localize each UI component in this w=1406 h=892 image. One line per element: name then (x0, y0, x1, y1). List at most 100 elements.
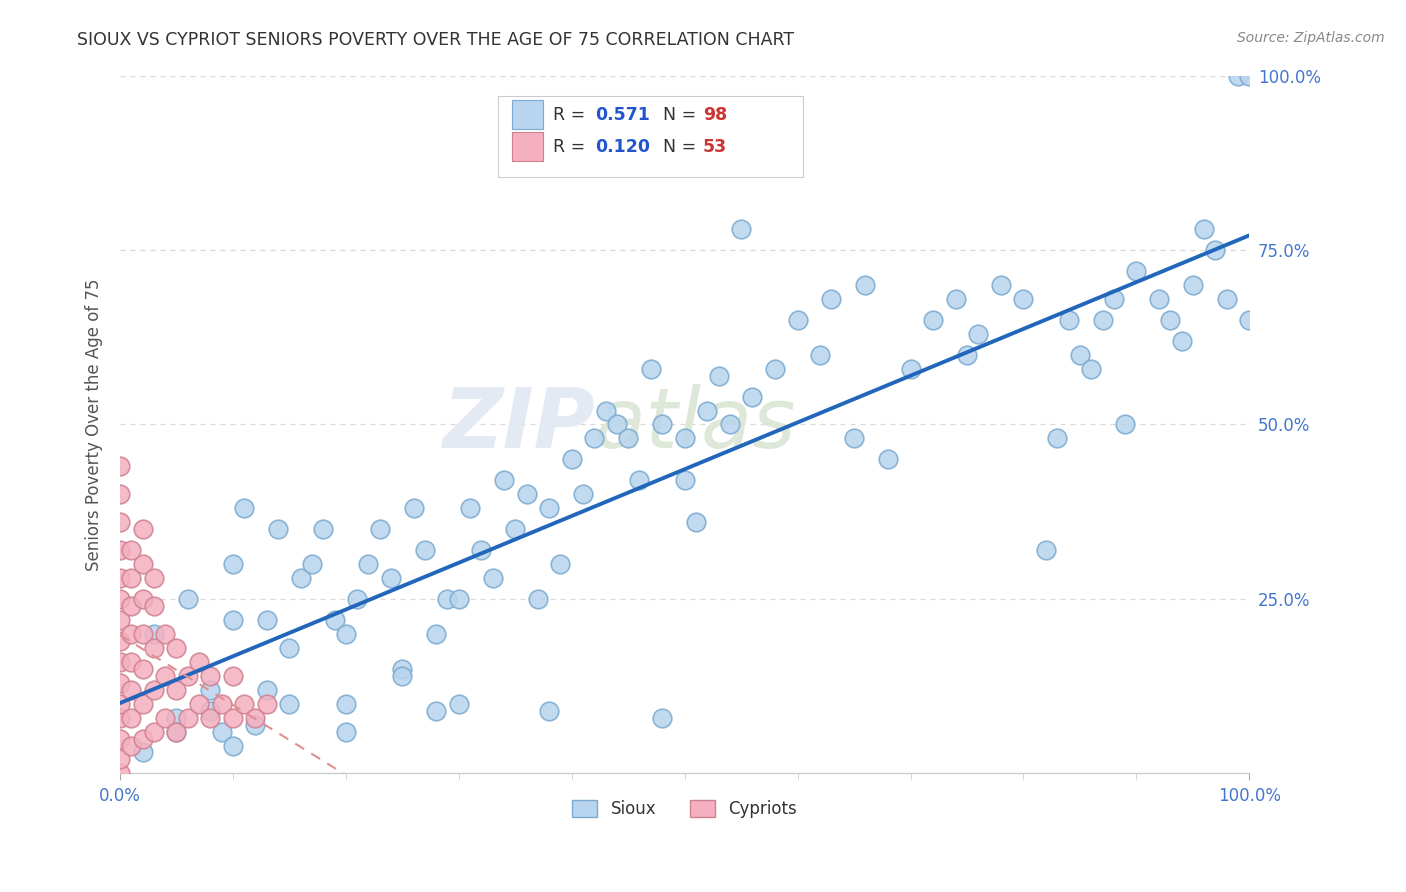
Point (617, 432, 640, 446)
Point (108, 731, 131, 746)
Point (131, 557, 153, 571)
Point (786, 313, 808, 327)
Text: 53: 53 (703, 137, 727, 156)
Point (120, 543, 142, 558)
Point (267, 522, 290, 536)
Point (1192, 222, 1215, 236)
Point (153, 669, 176, 683)
Point (177, 710, 200, 724)
Point (256, 613, 278, 627)
Point (211, 697, 233, 711)
Point (1114, 417, 1136, 432)
Point (391, 662, 413, 676)
Point (108, 766, 131, 780)
Point (447, 591, 470, 606)
Point (425, 627, 447, 641)
Point (177, 591, 200, 606)
Y-axis label: Seniors Poverty Over the Age of 75: Seniors Poverty Over the Age of 75 (86, 278, 103, 571)
Point (628, 473, 651, 487)
Point (222, 669, 245, 683)
Point (492, 473, 515, 487)
Point (188, 655, 211, 669)
Point (1125, 264, 1147, 278)
Point (503, 522, 526, 536)
Point (120, 571, 142, 585)
Point (323, 613, 346, 627)
Point (380, 571, 402, 585)
Text: R =: R = (553, 105, 591, 124)
Text: 0.571: 0.571 (596, 105, 651, 124)
Point (108, 515, 131, 529)
Point (108, 633, 131, 648)
Point (142, 627, 165, 641)
Text: 0.120: 0.120 (596, 137, 651, 156)
Point (120, 682, 142, 697)
Point (131, 591, 153, 606)
Point (131, 731, 153, 746)
Point (877, 452, 900, 467)
Point (120, 739, 142, 753)
Point (967, 326, 990, 341)
Point (718, 417, 741, 432)
Point (108, 543, 131, 558)
Text: R =: R = (553, 137, 591, 156)
Point (200, 704, 222, 718)
Point (842, 432, 865, 446)
Point (820, 292, 842, 306)
Point (1080, 361, 1102, 376)
Point (188, 697, 211, 711)
Point (108, 675, 131, 690)
Point (808, 348, 831, 362)
Point (142, 571, 165, 585)
Point (1239, 69, 1261, 83)
Point (1091, 313, 1114, 327)
Point (165, 640, 187, 655)
Text: Source: ZipAtlas.com: Source: ZipAtlas.com (1237, 31, 1385, 45)
Point (153, 710, 176, 724)
Point (200, 682, 222, 697)
Point (131, 746, 153, 760)
Point (696, 403, 718, 417)
Point (1012, 292, 1035, 306)
Point (685, 515, 707, 529)
FancyBboxPatch shape (512, 132, 544, 161)
Point (211, 724, 233, 739)
Point (335, 627, 357, 641)
Point (222, 710, 245, 724)
FancyBboxPatch shape (512, 100, 544, 129)
Point (707, 368, 730, 383)
Point (572, 487, 595, 501)
Point (741, 390, 763, 404)
Point (120, 655, 142, 669)
Point (142, 682, 165, 697)
Point (651, 417, 673, 432)
Point (527, 591, 550, 606)
Point (120, 599, 142, 613)
Point (233, 501, 256, 516)
Point (538, 501, 561, 516)
Point (391, 669, 413, 683)
Point (1216, 292, 1239, 306)
Point (131, 662, 153, 676)
Point (922, 313, 945, 327)
Point (108, 487, 131, 501)
Point (222, 557, 245, 571)
Point (945, 292, 967, 306)
Point (470, 543, 492, 558)
Point (108, 459, 131, 474)
Point (1046, 432, 1069, 446)
Point (673, 473, 696, 487)
Point (222, 613, 245, 627)
Point (301, 557, 323, 571)
Point (1204, 243, 1226, 257)
Point (1147, 292, 1170, 306)
Point (1102, 292, 1125, 306)
Point (108, 591, 131, 606)
Point (256, 682, 278, 697)
Point (142, 640, 165, 655)
Text: N =: N = (664, 137, 702, 156)
Point (1170, 334, 1192, 348)
Point (153, 627, 176, 641)
Point (730, 222, 752, 236)
Point (853, 277, 876, 292)
